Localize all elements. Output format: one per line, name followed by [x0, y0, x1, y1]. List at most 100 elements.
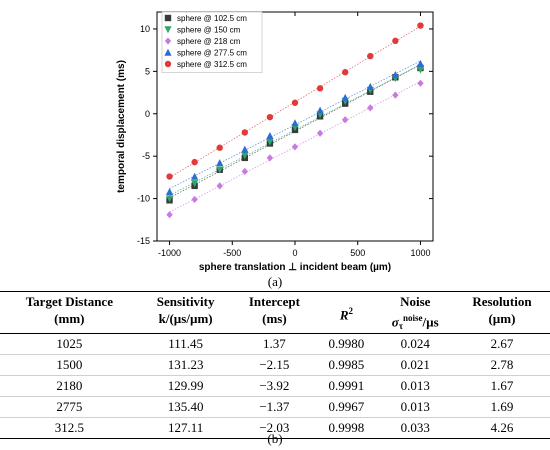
table-row: 1500 131.23 −2.15 0.9985 0.021 2.78 — [0, 355, 550, 376]
scatter-chart: -1000 -500 0 500 1000 -15 -10 -5 0 5 10 sphere tran… — [116, 11, 434, 273]
header-sensitivity: Sensitivity k/(µs/µm) — [156, 294, 215, 326]
data-point — [216, 159, 224, 167]
table-cell: −2.03 — [259, 420, 290, 436]
data-point — [367, 52, 374, 60]
fit-line — [169, 25, 421, 178]
table-cell: 1.37 — [263, 336, 286, 352]
y-tick-label: 0 — [145, 109, 150, 119]
data-point — [391, 70, 399, 78]
table-cell: 1.69 — [490, 399, 514, 415]
legend-marker — [164, 37, 172, 45]
data-point — [266, 138, 274, 146]
data-point — [191, 172, 199, 180]
table-cell: 0.024 — [400, 336, 430, 352]
caption-b: (b) — [267, 431, 283, 446]
table-cell: 0.9991 — [328, 378, 365, 394]
table-cell: 0.033 — [400, 420, 430, 436]
caption-a: (a) — [267, 274, 283, 289]
table-row: 312.5 127.11 −2.03 0.9998 0.033 4.26 — [0, 418, 550, 439]
table-row: 2775 135.40 −1.37 0.9967 0.013 1.69 — [0, 397, 550, 418]
legend-marker — [164, 26, 172, 34]
legend-marker — [164, 48, 172, 56]
results-table: Target Distance (mm) Sensitivity k/(µs/µm)… — [0, 291, 550, 439]
data-point — [191, 158, 198, 166]
legend-label: sphere @ 102.5 cm — [177, 14, 247, 23]
header-target-distance: Target Distance (mm) — [25, 294, 113, 326]
data-point — [266, 132, 274, 140]
fit-line — [169, 60, 421, 190]
header-noise: Noise στnoise/µs — [391, 294, 439, 332]
legend-box — [161, 11, 263, 73]
data-point — [341, 116, 349, 124]
data-point — [165, 195, 174, 203]
table-cell: 1500 — [56, 357, 83, 373]
y-axis-label: temporal displacement (ms) — [116, 60, 127, 193]
table-cell: 1.67 — [490, 378, 514, 394]
data-point — [316, 106, 324, 114]
data-point — [316, 129, 324, 137]
table-cell: 129.99 — [167, 378, 204, 394]
data-point — [417, 22, 424, 29]
data-point — [216, 182, 223, 190]
table-cell: 0.9985 — [328, 357, 365, 373]
y-tick-label: -5 — [142, 151, 150, 161]
header-r-squared: R2 — [339, 305, 353, 322]
table-cell: 0.013 — [400, 399, 430, 415]
table-cell: −2.15 — [259, 357, 290, 373]
table-cell: 0.021 — [400, 357, 430, 373]
table-cell: 1025 — [56, 336, 83, 352]
y-tick-label: -10 — [137, 194, 150, 204]
data-point — [266, 113, 274, 121]
x-tick-label: 1000 — [410, 248, 430, 258]
legend-marker — [164, 60, 172, 68]
data-point — [241, 152, 249, 160]
data-point — [316, 85, 324, 92]
data-point — [241, 145, 249, 153]
data-point — [241, 167, 249, 176]
header-resolution: Resolution (µm) — [472, 294, 532, 326]
data-point — [191, 195, 198, 204]
y-tick-label: 10 — [140, 24, 150, 34]
table-cell: −3.92 — [259, 378, 290, 394]
x-tick-label: -1000 — [158, 248, 181, 258]
data-point — [416, 59, 425, 67]
legend-label: sphere @ 277.5 cm — [177, 49, 247, 58]
table-cell: 312.5 — [54, 420, 84, 436]
data-point — [165, 188, 174, 196]
data-point — [266, 154, 274, 162]
legend-label: sphere @ 218 cm — [177, 37, 241, 46]
table-cell: 135.40 — [167, 399, 204, 415]
legend-label: sphere @ 312.5 cm — [177, 60, 247, 69]
data-point — [392, 91, 399, 99]
y-tick-label: 5 — [145, 66, 150, 76]
data-point — [341, 93, 349, 101]
table-cell: 2.78 — [490, 357, 514, 373]
data-point — [291, 119, 299, 127]
data-point — [291, 143, 299, 151]
data-point — [216, 166, 224, 174]
data-point — [341, 69, 349, 76]
table-cell: 0.013 — [400, 378, 430, 394]
legend-marker — [164, 14, 172, 22]
data-point — [366, 82, 374, 90]
table-cell: 2.67 — [490, 336, 514, 352]
table-cell: 111.45 — [168, 336, 204, 352]
table-cell: 4.26 — [490, 420, 514, 436]
table-cell: 0.9980 — [328, 336, 365, 352]
table-cell: 2775 — [56, 399, 83, 415]
data-point — [216, 144, 223, 151]
table-row: 1025 111.45 1.37 0.9980 0.024 2.67 — [0, 334, 550, 355]
data-point — [166, 211, 173, 219]
x-tick-label: -500 — [223, 248, 241, 258]
x-tick-label: 500 — [350, 248, 365, 258]
y-tick-label: -15 — [137, 236, 150, 246]
table-cell: −1.37 — [259, 399, 290, 415]
x-tick-label: 0 — [292, 248, 297, 258]
legend-label: sphere @ 150 cm — [177, 26, 241, 35]
data-point — [417, 79, 424, 87]
data-point — [241, 129, 249, 136]
data-point — [166, 173, 173, 180]
table-header-row: Target Distance (mm) Sensitivity k/(µs/µm)… — [0, 291, 550, 334]
x-axis-label: sphere translation ⊥ incident beam (µm) — [199, 262, 391, 273]
table-cell: 0.9998 — [328, 420, 365, 436]
